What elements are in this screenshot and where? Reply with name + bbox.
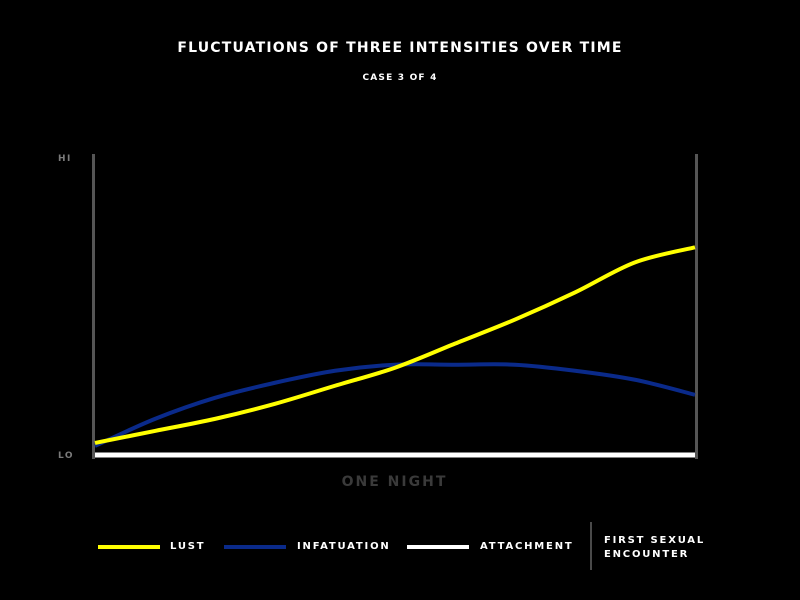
x-axis-label: ONE NIGHT <box>341 474 448 490</box>
series-line-infatuation <box>94 362 696 448</box>
legend-label-lust: LUST <box>170 541 206 552</box>
legend-label-attachment: ATTACHMENT <box>480 541 574 552</box>
legend-label-infatuation: INFATUATION <box>297 541 391 552</box>
legend-swatch-attachment <box>407 545 469 549</box>
series-layer <box>94 245 696 458</box>
y-axis-hi-label: HI <box>58 154 72 164</box>
y-axis-lo-label: LO <box>58 451 75 461</box>
chart-title: FLUCTUATIONS OF THREE INTENSITIES OVER T… <box>177 40 623 56</box>
legend: LUST INFATUATION ATTACHMENT FIRST SEXUAL… <box>0 520 800 580</box>
chart-subtitle: CASE 3 OF 4 <box>362 73 438 83</box>
legend-divider <box>590 522 592 570</box>
legend-note: FIRST SEXUAL ENCOUNTER <box>604 535 706 560</box>
legend-swatch-lust <box>98 545 160 549</box>
legend-swatch-infatuation <box>224 545 286 549</box>
series-line-lust <box>94 245 696 445</box>
